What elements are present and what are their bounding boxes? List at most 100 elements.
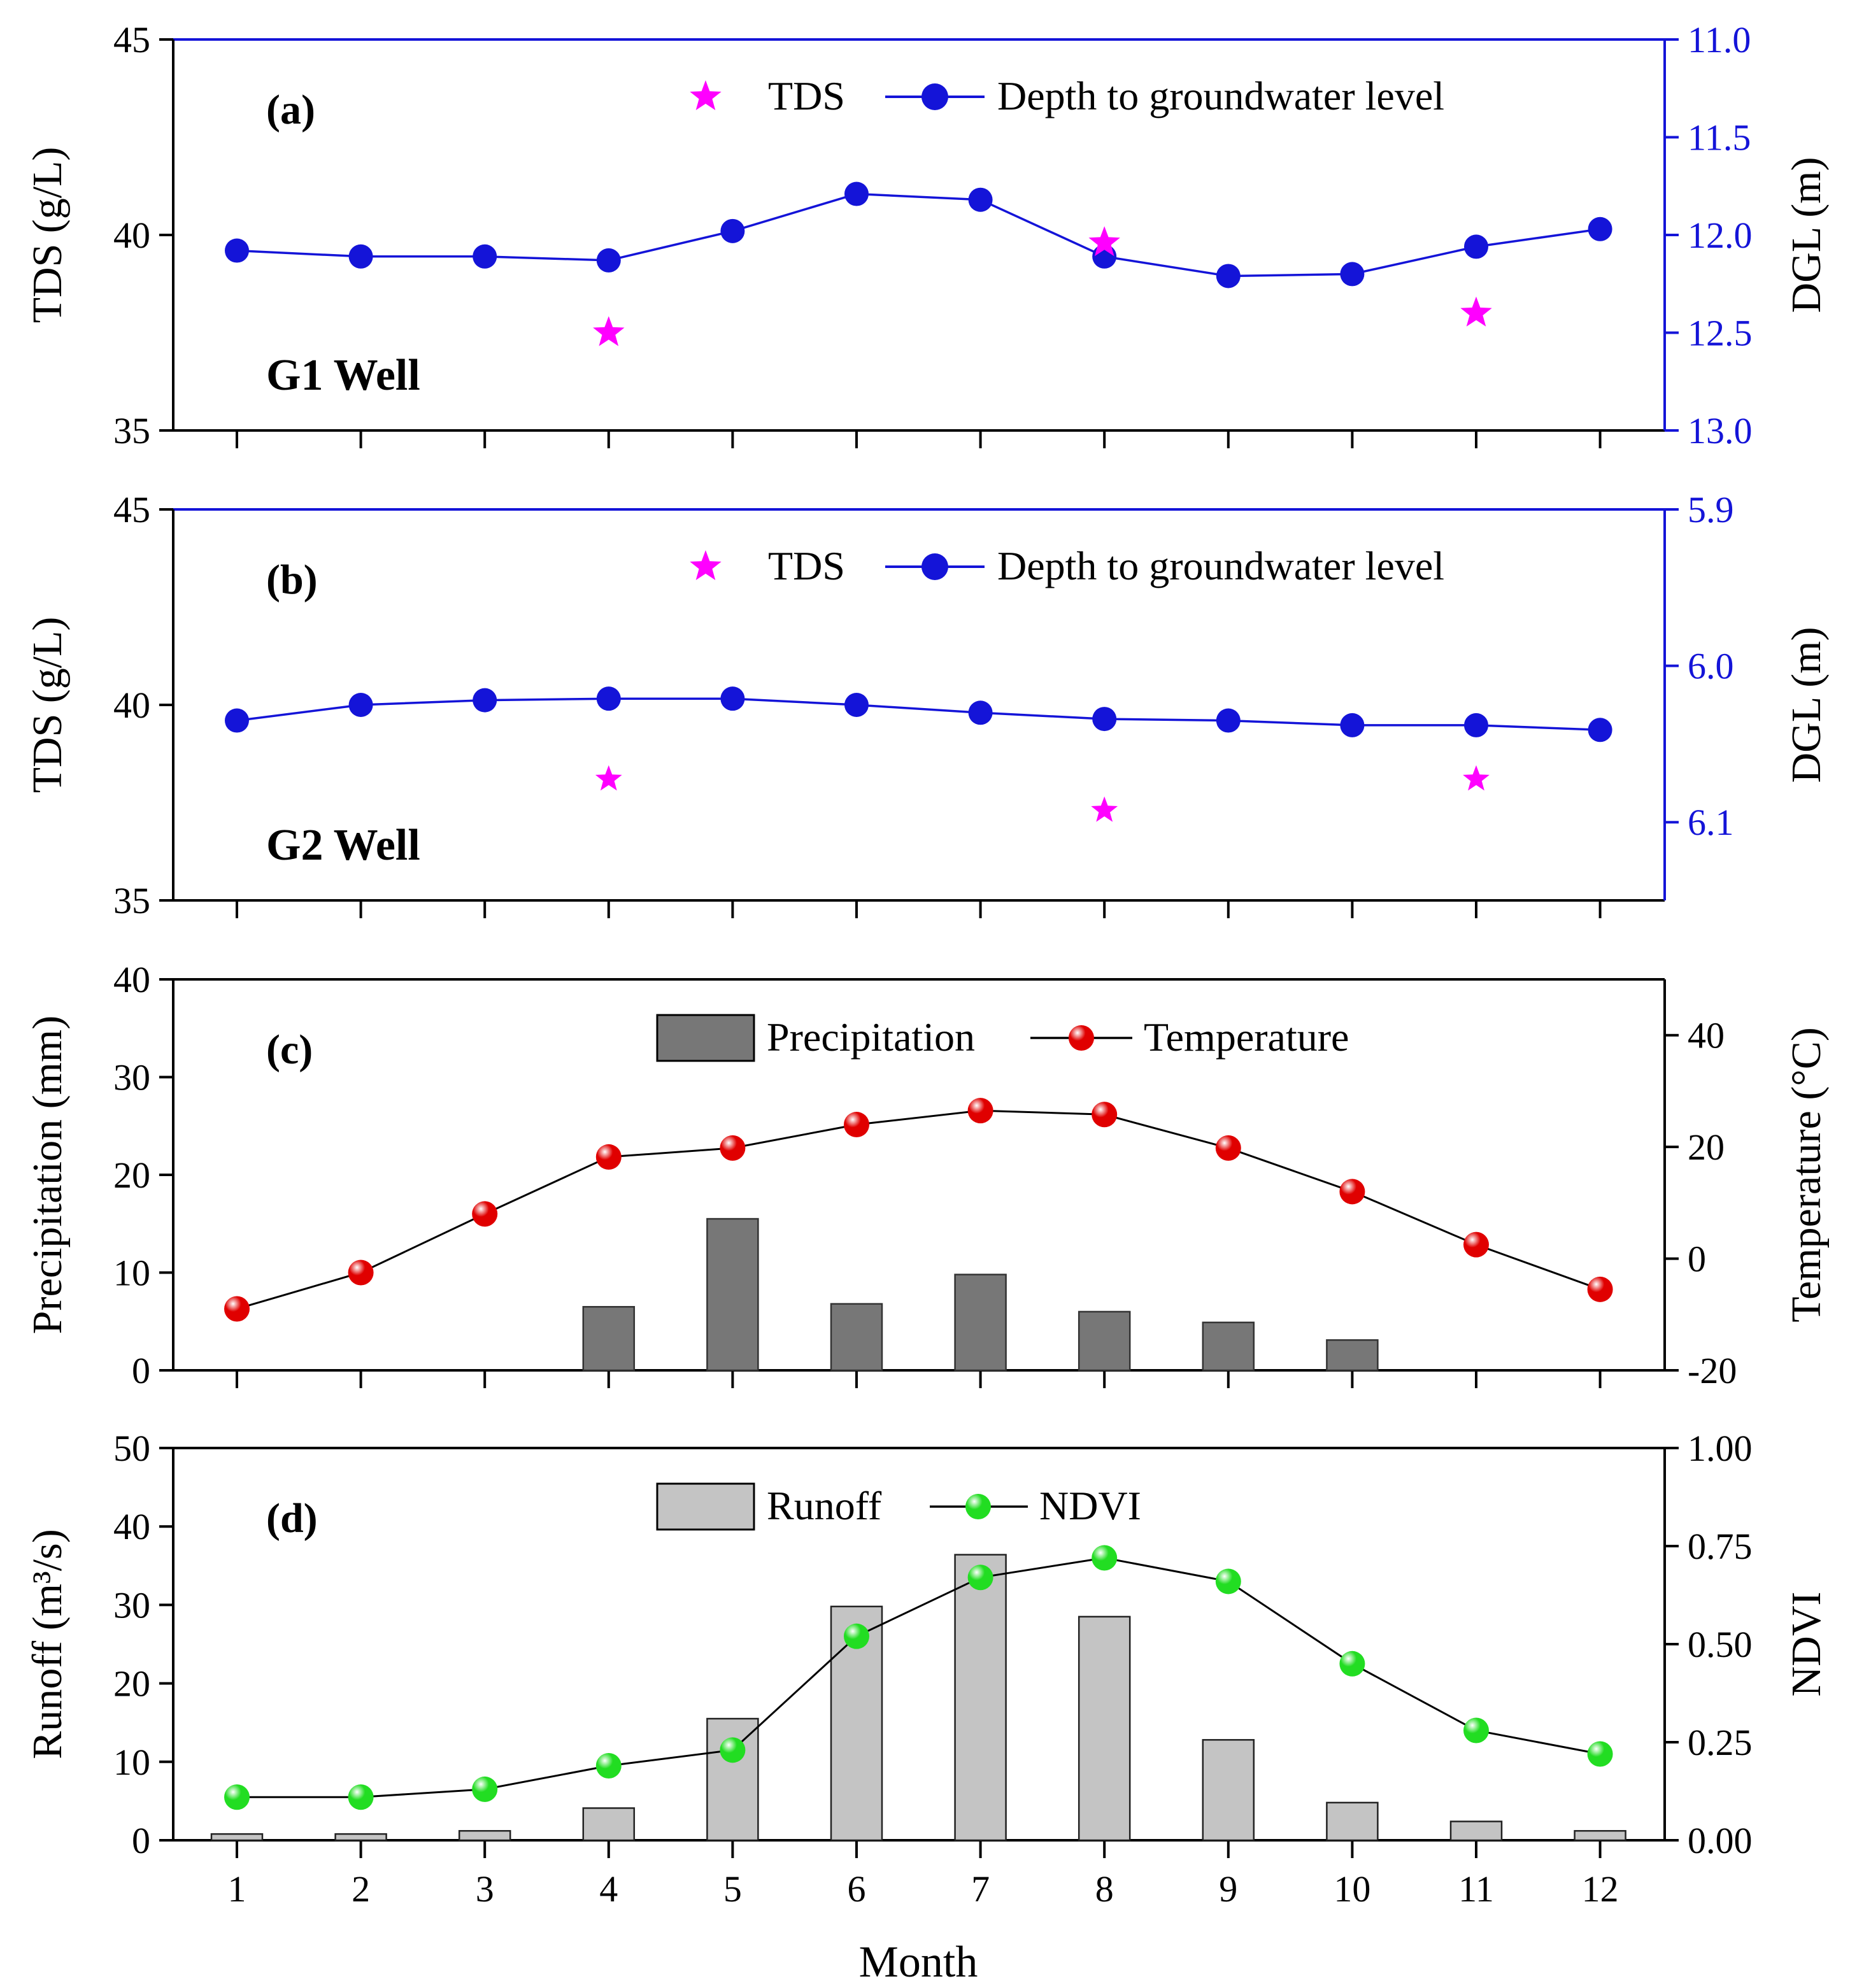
legend-runoff-label: Runoff [767, 1483, 882, 1528]
left-tick-label: 50 [113, 1428, 150, 1469]
right-tick-label: 0.25 [1688, 1722, 1753, 1763]
right-tick-label: -20 [1688, 1350, 1737, 1391]
panel-label: (a) [266, 87, 315, 133]
right-tick-label: 12.0 [1688, 215, 1753, 256]
panel-a: 35 40 45 11.0 11.5 12.0 12.5 13.0 TDS (g/L) DGL (… [24, 19, 1830, 451]
tds-point-month-4 [593, 316, 625, 346]
runoff-bar-month-12 [1574, 1829, 1626, 1842]
right-tick-label: 6.1 [1688, 802, 1734, 843]
legend-temp-marker [1069, 1025, 1094, 1051]
right-tick-label: 0.00 [1688, 1820, 1753, 1861]
ndvi-point-month-5 [720, 1737, 746, 1763]
dgl-point-month-3 [473, 244, 497, 269]
left-tick-label: 45 [113, 489, 150, 530]
ndvi-point-month-7 [967, 1565, 993, 1591]
legend-dgl-marker [921, 83, 948, 110]
panel-label: (d) [266, 1495, 318, 1542]
precip-bar-month-5 [706, 1218, 759, 1372]
dgl-point-month-1 [225, 238, 249, 263]
legend-tds-label: TDS [768, 73, 845, 118]
panel-label: (c) [266, 1026, 313, 1073]
x-axis-label: Month [859, 1938, 978, 1987]
precip-bar-month-6 [830, 1303, 883, 1372]
dgl-point-month-10 [1340, 262, 1365, 287]
left-tick-label: 35 [113, 410, 150, 451]
legend-ndvi-marker [965, 1494, 991, 1519]
right-tick-label: 6.0 [1688, 646, 1734, 687]
dgl-series-line [236, 697, 1600, 732]
tds-point-month-8 [1088, 226, 1120, 257]
right-tick-label: 13.0 [1688, 410, 1753, 451]
temp-point-month-5 [720, 1135, 746, 1161]
y-axis-label-right: DGL (m) [1783, 627, 1830, 783]
dgl-point-month-7 [968, 700, 993, 725]
ndvi-point-month-6 [844, 1623, 869, 1649]
temp-point-month-2 [348, 1260, 374, 1286]
temp-point-month-3 [472, 1201, 498, 1227]
temp-point-month-1 [224, 1296, 250, 1322]
dgl-point-month-7 [968, 187, 993, 212]
precip-bar-month-4 [582, 1305, 636, 1372]
dgl-point-month-8 [1092, 707, 1117, 732]
dgl-point-month-4 [596, 248, 621, 273]
left-tick-label: 20 [113, 1154, 150, 1196]
right-tick-label: 0.50 [1688, 1624, 1753, 1665]
right-tick-label: 11.5 [1688, 117, 1751, 159]
panel-label: (b) [266, 557, 318, 603]
dgl-point-month-9 [1216, 264, 1241, 288]
legend-dgl-label: Depth to groundwater level [997, 543, 1444, 588]
left-tick-label: 45 [113, 19, 150, 60]
x-tick-label-month-6: 6 [848, 1868, 866, 1910]
temp-point-month-10 [1339, 1179, 1365, 1205]
runoff-bar-month-2 [334, 1833, 387, 1842]
left-tick-label: 40 [113, 959, 150, 1000]
runoff-bar-month-5 [706, 1717, 759, 1842]
temp-point-month-7 [967, 1098, 993, 1124]
ndvi-point-month-10 [1339, 1651, 1365, 1677]
temp-point-month-8 [1092, 1102, 1118, 1128]
precip-bar-month-10 [1326, 1339, 1379, 1372]
dgl-point-month-1 [225, 708, 249, 733]
legend-dgl-marker [921, 553, 948, 580]
y-axis-label-left: Precipitation (mm) [24, 1016, 71, 1334]
x-tick-label-month-3: 3 [476, 1868, 494, 1910]
y-axis-label-right: Temperature (°C) [1783, 1027, 1830, 1322]
ndvi-point-month-1 [224, 1784, 250, 1810]
temp-point-month-11 [1463, 1232, 1489, 1258]
y-axis-label-left: TDS (g/L) [24, 617, 71, 793]
temp-point-month-6 [844, 1112, 869, 1138]
dgl-point-month-5 [720, 686, 745, 711]
right-tick-label: 20 [1688, 1126, 1725, 1168]
ndvi-point-month-12 [1587, 1741, 1613, 1767]
runoff-bar-month-9 [1202, 1739, 1255, 1842]
runoff-bar-month-4 [582, 1807, 636, 1842]
ndvi-point-month-11 [1463, 1717, 1489, 1743]
ndvi-point-month-3 [472, 1776, 498, 1802]
left-tick-label: 20 [113, 1663, 150, 1705]
ndvi-point-month-8 [1092, 1545, 1118, 1571]
left-tick-label: 10 [113, 1253, 150, 1294]
right-tick-label: 0.75 [1688, 1526, 1753, 1567]
x-tick-label-month-12: 12 [1582, 1868, 1619, 1910]
right-tick-label: 12.5 [1688, 313, 1753, 354]
legend-ndvi-label: NDVI [1039, 1483, 1141, 1528]
dgl-point-month-6 [844, 181, 869, 206]
x-tick-label-month-4: 4 [599, 1868, 618, 1910]
left-tick-label: 0 [132, 1350, 150, 1391]
dgl-point-month-2 [348, 693, 373, 717]
tds-point-month-8 [1091, 796, 1118, 822]
left-tick-label: 35 [113, 880, 150, 921]
temp-point-month-4 [595, 1144, 622, 1170]
x-tick-label-month-11: 11 [1458, 1868, 1494, 1910]
runoff-bar-month-10 [1326, 1801, 1379, 1842]
x-tick-label-month-1: 1 [228, 1868, 246, 1910]
right-tick-label: 40 [1688, 1015, 1725, 1056]
ndvi-point-month-2 [348, 1784, 374, 1810]
temp-series-line [236, 1109, 1601, 1310]
dgl-point-month-5 [720, 218, 745, 243]
y-axis-label-left: Runoff (m³/s) [24, 1529, 71, 1759]
runoff-bar-month-1 [210, 1833, 264, 1842]
y-axis-label-left: TDS (g/L) [24, 147, 71, 323]
right-tick-label: 5.9 [1688, 489, 1734, 530]
